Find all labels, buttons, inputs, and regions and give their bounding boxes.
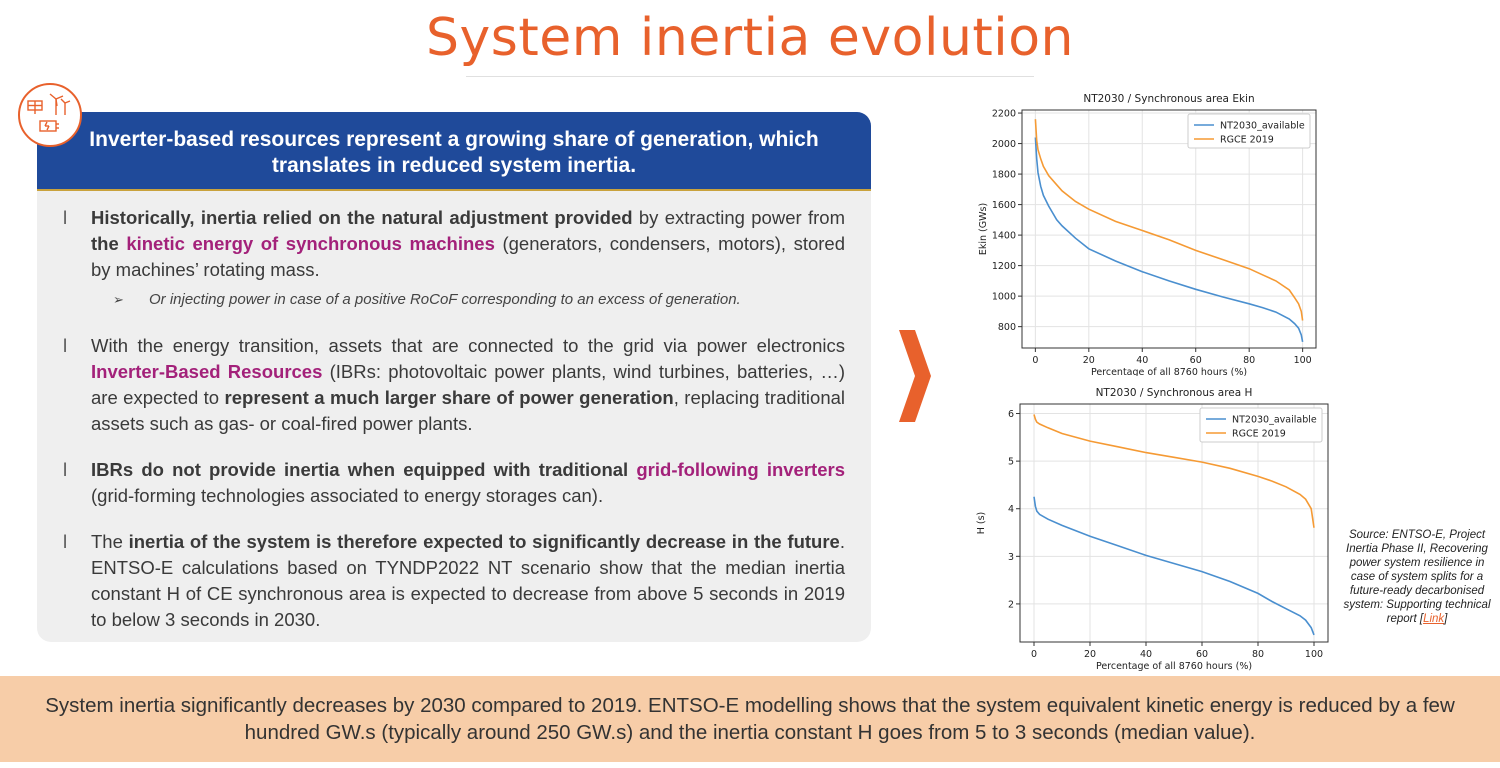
text-run: . ENTSO-E calculations based on TYNDP202… xyxy=(91,531,845,630)
y-axis-label: H (s) xyxy=(976,512,987,535)
bullet-list: l Historically, inertia relied on the nat… xyxy=(37,191,871,633)
source-note: Source: ENTSO-E, Project Inertia Phase I… xyxy=(1340,528,1494,626)
bullet-text: Historically, inertia relied on the natu… xyxy=(91,205,845,283)
bullet-item: l IBRs do not provide inertia when equipp… xyxy=(63,457,845,509)
banner-heading: Inverter-based resources represent a gro… xyxy=(37,112,871,191)
y-tick-label: 4 xyxy=(1008,504,1014,515)
y-axis-label: Ekin (GWs) xyxy=(978,203,989,255)
chart-title: NT2030 / Synchronous area Ekin xyxy=(1083,93,1254,105)
text-run: (generators, condensers, motors), stored… xyxy=(91,233,845,280)
y-tick-label: 2000 xyxy=(992,139,1016,150)
highlighted-term: Inverter-Based Resources xyxy=(91,361,323,382)
x-tick-label: 100 xyxy=(1294,355,1312,366)
text-run: With the energy transition, assets that … xyxy=(91,335,845,356)
bullet-mark: l xyxy=(63,207,68,228)
y-tick-label: 1400 xyxy=(992,231,1016,242)
x-axis-label: Percentage of all 8760 hours (%) xyxy=(1096,661,1252,672)
series-line xyxy=(1033,414,1315,528)
legend-label: RGCE 2019 xyxy=(1220,135,1274,146)
source-end: ] xyxy=(1444,613,1448,625)
text-run: Historically, inertia relied on the natu… xyxy=(91,207,633,228)
series-line xyxy=(1033,496,1315,636)
highlighted-term: grid-following inverters xyxy=(636,459,845,480)
renewable-energy-icon xyxy=(18,83,82,147)
y-tick-label: 6 xyxy=(1008,409,1014,420)
bullet-mark: l xyxy=(63,335,68,356)
sub-bullet: ➢ Or injecting power in case of a positiv… xyxy=(91,287,845,313)
y-tick-label: 3 xyxy=(1008,552,1014,563)
series-line xyxy=(1034,137,1304,343)
bullet-mark: l xyxy=(63,531,68,552)
legend-label: RGCE 2019 xyxy=(1232,429,1286,440)
y-tick-label: 800 xyxy=(998,322,1016,333)
text-run: by extracting power from xyxy=(632,207,845,228)
plot-frame xyxy=(1021,109,1317,349)
chart-title: NT2030 / Synchronous area H xyxy=(1096,387,1253,399)
chevron-right-icon xyxy=(899,330,931,422)
legend-box xyxy=(1199,407,1323,443)
x-tick-label: 80 xyxy=(1243,355,1255,366)
x-tick-label: 60 xyxy=(1190,355,1202,366)
sub-bullet-text: Or injecting power in case of a positive… xyxy=(149,291,741,308)
text-run: (IBRs: photovoltaic power plants, wind t… xyxy=(91,361,845,408)
bullet-text: The inertia of the system is therefore e… xyxy=(91,529,845,633)
source-link[interactable]: Link xyxy=(1423,613,1445,625)
x-tick-label: 20 xyxy=(1084,649,1096,660)
text-run: IBRs do not provide inertia when equippe… xyxy=(91,459,637,480)
bullet-item: l The inertia of the system is therefore … xyxy=(63,529,845,633)
bullet-item: l Historically, inertia relied on the nat… xyxy=(63,205,845,313)
x-tick-label: 20 xyxy=(1083,355,1095,366)
x-tick-label: 40 xyxy=(1140,649,1152,660)
series-line xyxy=(1034,119,1304,321)
x-axis-label: Percentage of all 8760 hours (%) xyxy=(1091,367,1247,376)
y-tick-label: 2200 xyxy=(992,109,1016,120)
x-tick-label: 100 xyxy=(1305,649,1323,660)
text-run: The xyxy=(91,531,129,552)
plot-frame xyxy=(1019,403,1329,643)
x-tick-label: 80 xyxy=(1252,649,1264,660)
y-tick-label: 1600 xyxy=(992,200,1016,211)
y-tick-label: 1000 xyxy=(992,292,1016,303)
x-tick-label: 0 xyxy=(1031,649,1037,660)
y-tick-label: 1800 xyxy=(992,170,1016,181)
arrow-bullet-icon: ➢ xyxy=(113,292,124,307)
legend-box xyxy=(1187,113,1311,149)
bullet-text: With the energy transition, assets that … xyxy=(91,333,845,437)
y-tick-label: 1200 xyxy=(992,261,1016,272)
text-run: , replacing traditional assets such as g… xyxy=(91,387,846,434)
x-tick-label: 60 xyxy=(1196,649,1208,660)
text-run: represent a much larger share of power g… xyxy=(224,387,674,408)
text-run: (grid-forming technologies associated to… xyxy=(91,485,604,506)
y-tick-label: 5 xyxy=(1008,457,1014,468)
highlighted-term: kinetic energy of synchronous machines xyxy=(126,233,495,254)
x-tick-label: 0 xyxy=(1032,355,1038,366)
ekin-chart: NT2030 / Synchronous area Ekin 0 20 40 60 80 1… xyxy=(960,86,1335,378)
x-tick-label: 40 xyxy=(1136,355,1148,366)
h-chart: NT2030 / Synchronous area H 0 20 40 60 80 100 2… xyxy=(970,380,1345,672)
legend-label: NT2030_available xyxy=(1232,415,1317,426)
bullet-item: l With the energy transition, assets that… xyxy=(63,333,845,437)
title-divider xyxy=(466,76,1034,77)
bullet-mark: l xyxy=(63,459,68,480)
y-tick-label: 2 xyxy=(1008,599,1014,610)
bullet-text: IBRs do not provide inertia when equippe… xyxy=(91,457,845,509)
source-text: Source: ENTSO-E, Project Inertia Phase I… xyxy=(1343,529,1491,625)
slide-title: System inertia evolution xyxy=(425,8,1075,68)
footer-summary: System inertia significantly decreases b… xyxy=(0,676,1500,762)
legend-label: NT2030_available xyxy=(1220,121,1305,132)
text-run: inertia of the system is therefore expec… xyxy=(128,531,840,552)
content-panel: Inverter-based resources represent a gro… xyxy=(37,112,871,642)
text-run: the xyxy=(91,233,127,254)
